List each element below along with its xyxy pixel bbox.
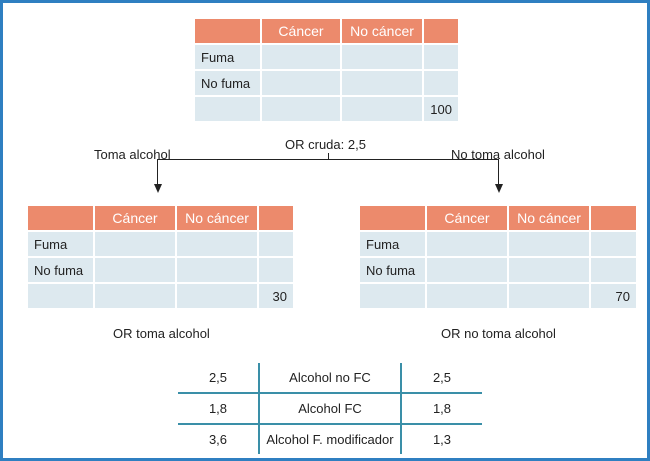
total: 70 — [589, 282, 638, 310]
or-no-alcohol: OR no toma alcohol — [441, 326, 556, 341]
right-branch-line — [498, 159, 499, 185]
row-smoker: Fuma — [26, 230, 95, 258]
connector — [328, 153, 329, 159]
or-alcohol: OR toma alcohol — [113, 326, 210, 341]
header-no-cancer: No cáncer — [175, 204, 259, 232]
summary-row: 1,8 Alcohol FC 1,8 — [178, 392, 482, 424]
summary-table: 2,5 Alcohol no FC 2,5 1,8 Alcohol FC 1,8 3,6… — [178, 363, 482, 454]
header-total — [422, 17, 460, 45]
no-alcohol-table: Cáncer No cáncer Fuma No fuma 70 — [358, 204, 638, 310]
row-non-smoker: No fuma — [358, 256, 427, 284]
crude-table: Cáncer No cáncer Fuma No fuma 100 — [193, 17, 460, 123]
header-no-cancer: No cáncer — [507, 204, 591, 232]
alcohol-table: Cáncer No cáncer Fuma No fuma 30 — [26, 204, 295, 310]
summary-row: 3,6 Alcohol F. modificador 1,3 — [178, 423, 482, 454]
row-non-smoker: No fuma — [26, 256, 95, 284]
summary-row: 2,5 Alcohol no FC 2,5 — [178, 363, 482, 393]
header-no-cancer: No cáncer — [340, 17, 424, 45]
right-branch-label: No toma alcohol — [451, 147, 545, 162]
row-smoker: Fuma — [193, 43, 262, 71]
header-cancer: Cáncer — [260, 17, 342, 45]
header-cancer: Cáncer — [93, 204, 177, 232]
branch-line — [157, 159, 499, 160]
header-cancer: Cáncer — [425, 204, 509, 232]
row-smoker: Fuma — [358, 230, 427, 258]
crude-or: OR cruda: 2,5 — [285, 137, 366, 152]
total: 30 — [257, 282, 295, 310]
arrow-down-icon — [154, 184, 162, 193]
header-blank — [193, 17, 262, 45]
row-non-smoker: No fuma — [193, 69, 262, 97]
total: 100 — [422, 95, 460, 123]
left-branch-label: Toma alcohol — [94, 147, 171, 162]
left-branch-line — [157, 159, 158, 185]
arrow-down-icon — [495, 184, 503, 193]
